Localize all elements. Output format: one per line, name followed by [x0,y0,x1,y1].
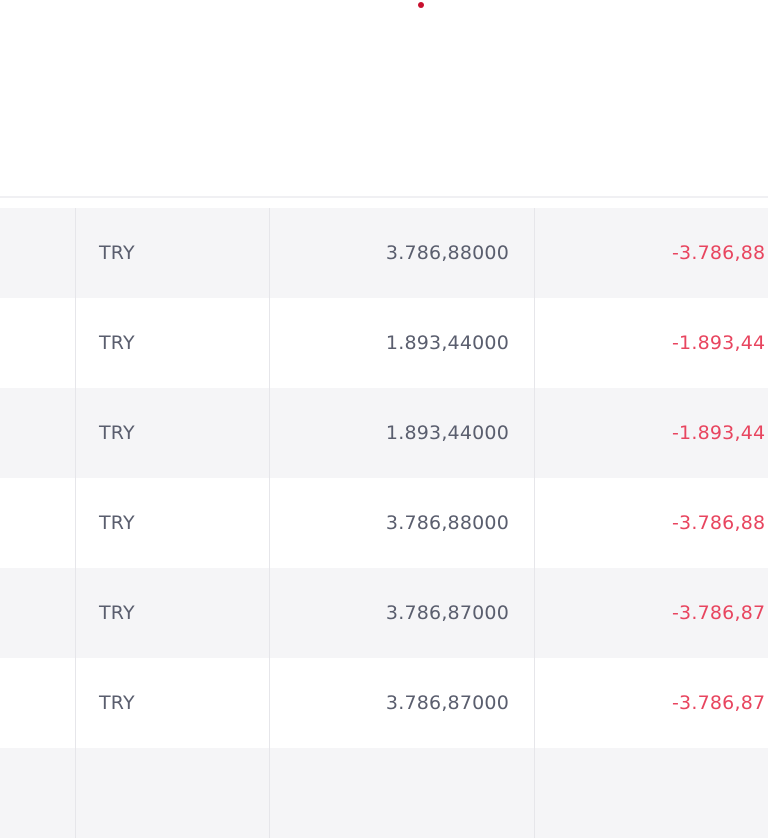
delta-cell: -3.786,88 [672,242,766,264]
amount-cell: 3.786,87000 [270,658,535,748]
delta-cell: -3.786,87 [672,692,766,714]
currency-cell: TRY [75,658,270,748]
first-cell [0,388,76,478]
amount-cell: 3.786,88000 [270,208,535,298]
amount-cell: 1.893,44000 [270,388,535,478]
currency-cell: TRY [75,298,270,388]
table-row[interactable]: TRY 3.786,87000 -3.786,87 [0,658,768,748]
table-row[interactable]: TRY 3.786,88000 -3.786,88 [0,208,768,298]
table-row[interactable]: TRY 1.893,44000 -1.893,44 [0,388,768,478]
table-row[interactable]: TRY 1.893,44000 -1.893,44 [0,298,768,388]
amount-cell: 3.786,88000 [270,478,535,568]
currency-cell: TRY [75,208,270,298]
currency-cell: TRY [75,388,270,478]
currency-cell: TRY [75,568,270,658]
currency-cell: TRY [75,478,270,568]
first-cell [0,478,76,568]
first-cell [0,298,76,388]
indicator-dot [418,2,424,8]
delta-cell: -3.786,88 [672,512,766,534]
amount-cell [270,748,535,838]
table-row[interactable]: TRY 3.786,87000 -3.786,87 [0,568,768,658]
first-cell [0,208,76,298]
table-row[interactable] [0,748,768,838]
first-cell [0,658,76,748]
currency-cell [75,748,270,838]
amount-cell: 3.786,87000 [270,568,535,658]
first-cell [0,568,76,658]
delta-cell: -1.893,44 [672,332,766,354]
delta-cell: -3.786,87 [672,602,766,624]
delta-cell: -1.893,44 [672,422,766,444]
amount-cell: 1.893,44000 [270,298,535,388]
divider [0,196,768,198]
table-row[interactable]: TRY 3.786,88000 -3.786,88 [0,478,768,568]
transactions-table: TRY 3.786,88000 -3.786,88 TRY 1.893,44000 -1.… [0,208,768,838]
first-cell [0,748,76,838]
